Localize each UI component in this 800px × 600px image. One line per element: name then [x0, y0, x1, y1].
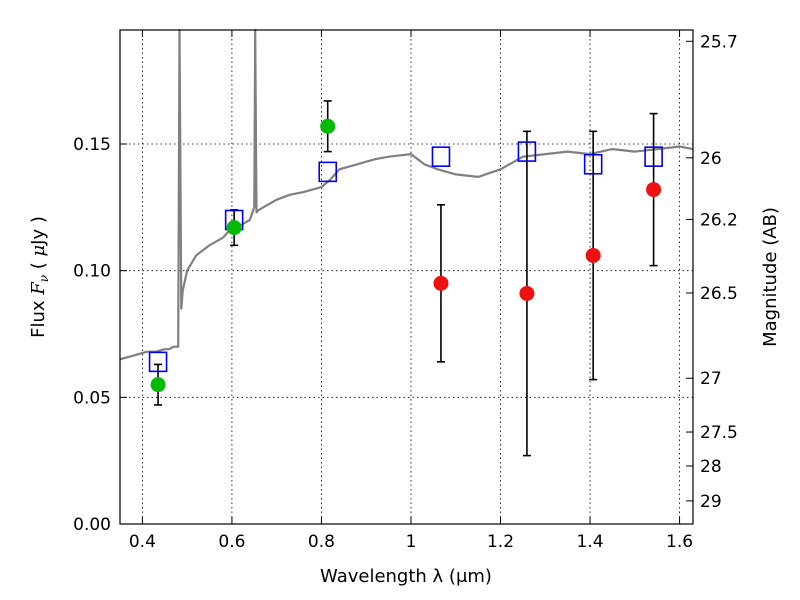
- model-point-square: [318, 161, 338, 183]
- right-tick-label: 27: [700, 369, 722, 389]
- right-tick-label: 26.2: [700, 210, 738, 230]
- right-axis-label: Magnitude (AB): [760, 207, 781, 347]
- x-tick-label: 0.8: [308, 532, 335, 552]
- observed-point-red: [519, 285, 535, 301]
- right-tick-label: 29: [700, 492, 722, 512]
- x-tick-label: 1.4: [577, 532, 604, 552]
- model-point-square: [148, 351, 168, 373]
- observed-point-red: [585, 247, 601, 263]
- x-tick-label: 1.6: [666, 532, 693, 552]
- observed-point-green: [320, 118, 336, 134]
- y-tick-label: 0.05: [73, 388, 111, 408]
- x-tick-label: 1: [406, 532, 417, 552]
- right-tick-label: 28: [700, 457, 722, 477]
- y-tick-label: 0.15: [73, 135, 111, 155]
- model-spectrum-line: [119, 28, 694, 361]
- x-tick-label: 0.6: [218, 532, 245, 552]
- model-point-square: [644, 146, 663, 167]
- x-axis-ticks: 0.4 0.6 0.8 1 1.2 1.4 1.6: [129, 30, 693, 552]
- observed-point-green: [226, 220, 242, 236]
- model-spectrum: [119, 28, 694, 361]
- x-axis-label: Wavelength λ (μm): [320, 566, 492, 587]
- right-tick-label: 26: [700, 149, 722, 169]
- observed-point-green: [150, 377, 166, 393]
- y-axis-label: Flux Fν ( μJy ): [28, 216, 51, 338]
- right-axis-ticks: 25.7 26 26.2 26.5 27 27.5 28 29: [686, 32, 738, 512]
- observed-point-red: [433, 275, 449, 291]
- y-tick-label: 0.10: [73, 262, 111, 282]
- data-markers: [148, 118, 663, 393]
- y-axis-ticks: 0.00 0.05 0.10 0.15: [73, 135, 127, 535]
- grid-lines: [120, 30, 693, 524]
- y-tick-label: 0.00: [73, 515, 111, 535]
- model-point-square: [517, 141, 537, 162]
- x-tick-label: 0.4: [129, 532, 156, 552]
- right-tick-label: 27.5: [700, 423, 738, 443]
- model-point-square: [431, 146, 451, 167]
- model-point-square: [583, 153, 603, 175]
- right-tick-label: 26.5: [700, 284, 738, 304]
- right-tick-label: 25.7: [700, 32, 738, 52]
- plot-frame: [119, 29, 694, 525]
- x-tick-label: 1.2: [487, 532, 514, 552]
- observed-point-red: [646, 182, 662, 198]
